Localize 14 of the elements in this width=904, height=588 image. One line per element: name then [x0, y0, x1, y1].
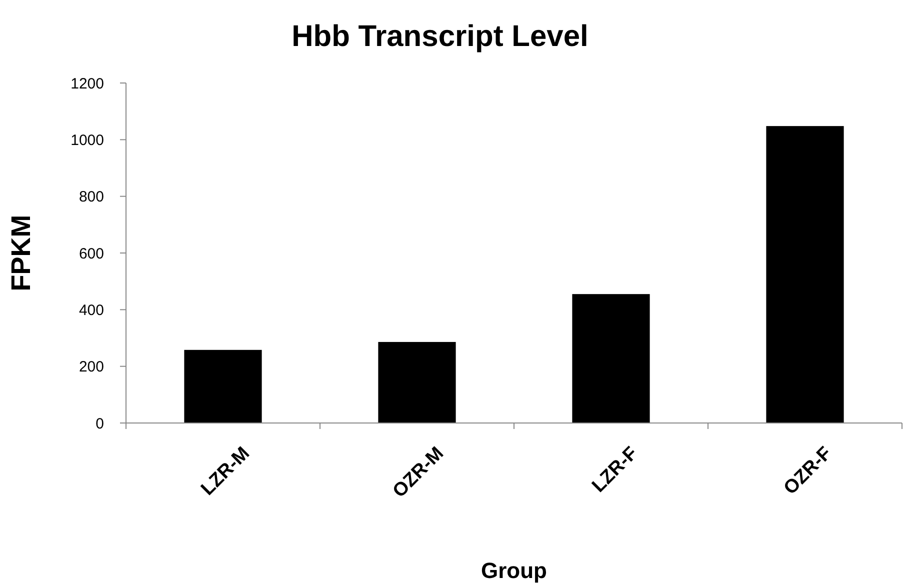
y-tick-label: 200	[78, 358, 104, 376]
y-tick-label: 800	[78, 188, 104, 206]
bar	[184, 350, 262, 423]
chart-title: Hbb Transcript Level	[292, 20, 588, 53]
y-tick-label: 600	[78, 245, 104, 262]
y-tick-label: 1000	[70, 132, 104, 149]
y-tick-label: 1200	[70, 75, 104, 92]
bar	[572, 294, 650, 423]
bar	[766, 126, 844, 423]
x-axis-title: Group	[481, 558, 547, 583]
y-tick-label: 400	[78, 302, 104, 319]
y-tick-label: 0	[96, 415, 104, 432]
bar	[378, 342, 456, 423]
y-axis-title: FPKM	[6, 214, 36, 292]
